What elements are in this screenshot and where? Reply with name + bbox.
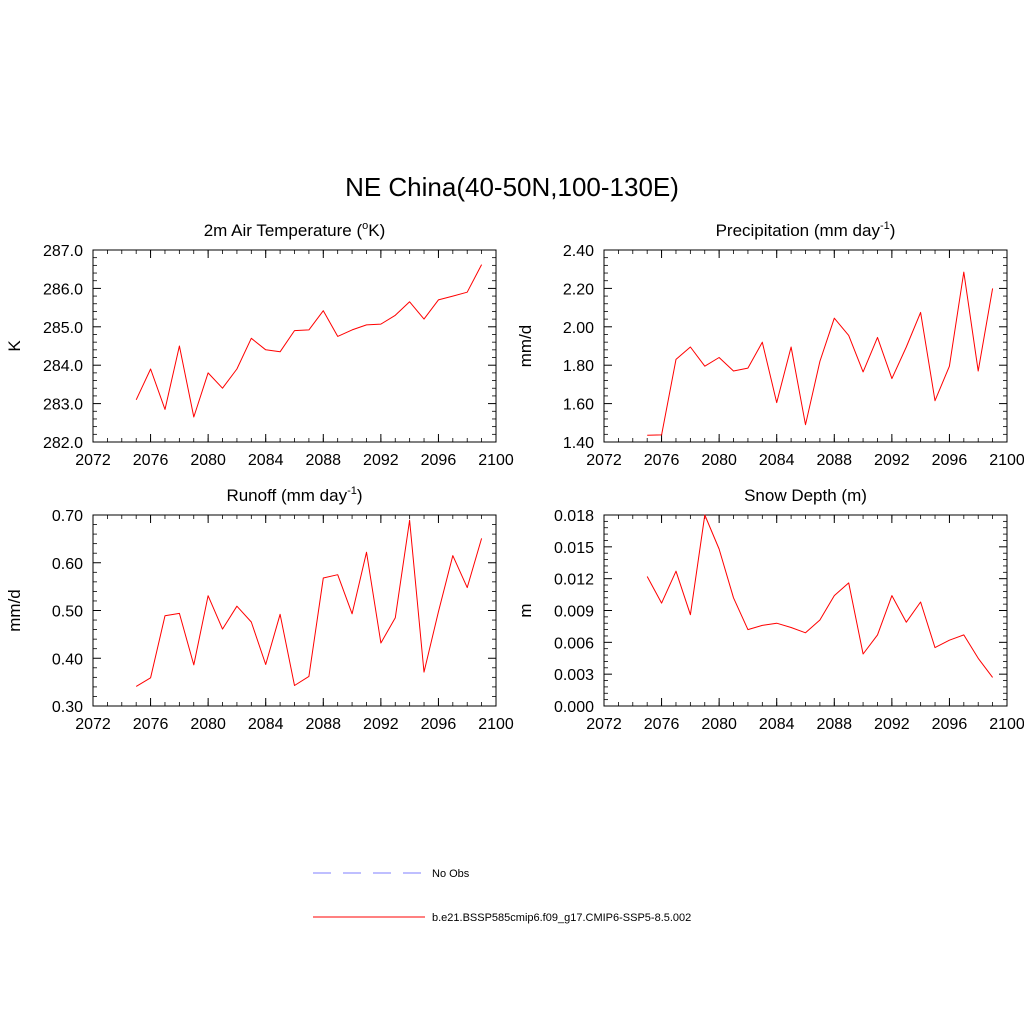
runoff-x-tick-label: 2096	[421, 716, 457, 733]
precipitation-title: Precipitation (mm day-1)	[716, 220, 896, 240]
runoff-title: Runoff (mm day-1)	[226, 485, 362, 505]
precipitation-plot-frame	[603, 249, 1008, 443]
precipitation-y-tick-label: 2.20	[563, 281, 594, 298]
temperature-y-tick-label: 282.0	[43, 435, 83, 452]
temperature-x-tick-label: 2096	[421, 452, 457, 469]
precipitation-y-tick-label: 2.40	[563, 243, 594, 260]
snow-depth-plot-frame	[603, 514, 1008, 707]
runoff-y-tick-label: 0.60	[52, 556, 83, 573]
precipitation-series-line	[647, 271, 994, 436]
runoff-x-tick-label: 2088	[305, 716, 341, 733]
snow-depth-y-tick-label: 0.018	[554, 508, 594, 525]
snow-depth-x-tick-label: 2092	[874, 716, 910, 733]
precipitation-x-tick-label: 2080	[701, 452, 737, 469]
runoff-x-tick-label: 2080	[190, 716, 226, 733]
precipitation-x-tick-label: 2084	[759, 452, 795, 469]
legend-label-model: b.e21.BSSP585cmip6.f09_g17.CMIP6-SSP5-8.…	[432, 912, 691, 924]
precipitation-x-tick-label: 2092	[874, 452, 910, 469]
temperature-y-axis-label: K	[5, 340, 24, 352]
runoff-x-tick-label: 2084	[248, 716, 284, 733]
snow-depth-title: Snow Depth (m)	[744, 486, 867, 505]
precipitation-y-tick-label: 2.00	[563, 320, 594, 337]
temperature-plot-frame	[92, 249, 497, 443]
runoff-series-line	[135, 519, 483, 687]
snow-depth-y-tick-label: 0.012	[554, 572, 594, 589]
runoff-y-tick-label: 0.70	[52, 508, 83, 525]
snow-depth-x-tick-label: 2100	[989, 716, 1024, 733]
runoff-x-tick-label: 2100	[478, 716, 514, 733]
runoff-y-tick-label: 0.40	[52, 651, 83, 668]
temperature-x-tick-label: 2088	[305, 452, 341, 469]
temperature-series-line	[135, 264, 483, 418]
snow-depth-x-tick-label: 2080	[701, 716, 737, 733]
runoff-x-tick-label: 2076	[133, 716, 169, 733]
snow-depth-x-tick-label: 2096	[932, 716, 968, 733]
snow-depth-y-tick-label: 0.009	[554, 604, 594, 621]
figure-title: NE China(40-50N,100-130E)	[345, 172, 679, 202]
precipitation-panel: 2072 2076 2080 2084 2088 2092 2096 2100 1.40 1.60…	[516, 220, 1024, 469]
temperature-y-tick-label: 286.0	[43, 281, 83, 298]
runoff-y-tick-label: 0.50	[52, 604, 83, 621]
snow-depth-x-tick-label: 2088	[816, 716, 852, 733]
snow-depth-y-axis-label: m	[516, 603, 535, 617]
legend: No Obs b.e21.BSSP585cmip6.f09_g17.CMIP6-…	[313, 868, 691, 924]
precipitation-x-tick-label: 2088	[816, 452, 852, 469]
temperature-x-tick-label: 2076	[133, 452, 169, 469]
temperature-y-tick-label: 285.0	[43, 320, 83, 337]
panels: 2072 2076 2080 2084 2088 2092 2096 2100 282.0 283…	[5, 220, 1024, 733]
temperature-panel: 2072 2076 2080 2084 2088 2092 2096 2100 282.0 283…	[5, 220, 514, 469]
runoff-y-tick-label: 0.30	[52, 699, 83, 716]
precipitation-x-tick-label: 2100	[989, 452, 1024, 469]
temperature-title: 2m Air Temperature (oK)	[204, 220, 386, 240]
precipitation-y-tick-label: 1.40	[563, 435, 594, 452]
snow-depth-x-tick-label: 2076	[644, 716, 680, 733]
snow-depth-y-tick-label: 0.000	[554, 699, 594, 716]
temperature-x-tick-label: 2084	[248, 452, 284, 469]
temperature-x-tick-label: 2100	[478, 452, 514, 469]
precipitation-x-tick-label: 2076	[644, 452, 680, 469]
snow-depth-y-tick-label: 0.015	[554, 540, 594, 557]
temperature-y-tick-label: 283.0	[43, 397, 83, 414]
precipitation-x-tick-label: 2096	[932, 452, 968, 469]
legend-label-no-obs: No Obs	[432, 868, 470, 880]
precipitation-y-tick-label: 1.60	[563, 397, 594, 414]
temperature-x-tick-label: 2092	[363, 452, 399, 469]
precipitation-y-tick-label: 1.80	[563, 358, 594, 375]
precipitation-y-axis-label: mm/d	[516, 325, 535, 368]
runoff-plot-frame	[92, 514, 497, 707]
precipitation-x-tick-label: 2072	[586, 452, 622, 469]
snow-depth-x-tick-label: 2084	[759, 716, 795, 733]
snow-depth-y-tick-label: 0.006	[554, 635, 594, 652]
snow-depth-y-tick-label: 0.003	[554, 667, 594, 684]
snow-depth-series-line	[646, 514, 993, 678]
runoff-x-tick-label: 2072	[75, 716, 111, 733]
runoff-x-tick-label: 2092	[363, 716, 399, 733]
runoff-panel: 2072 2076 2080 2084 2088 2092 2096 2100 0.30 0.40…	[5, 485, 514, 733]
temperature-y-tick-label: 284.0	[43, 358, 83, 375]
temperature-x-tick-label: 2072	[75, 452, 111, 469]
runoff-y-axis-label: mm/d	[5, 589, 24, 632]
temperature-x-tick-label: 2080	[190, 452, 226, 469]
temperature-y-tick-label: 287.0	[43, 243, 83, 260]
snow-depth-panel: 2072 2076 2080 2084 2088 2092 2096 2100 0.000 0.0…	[516, 486, 1024, 733]
snow-depth-x-tick-label: 2072	[586, 716, 622, 733]
